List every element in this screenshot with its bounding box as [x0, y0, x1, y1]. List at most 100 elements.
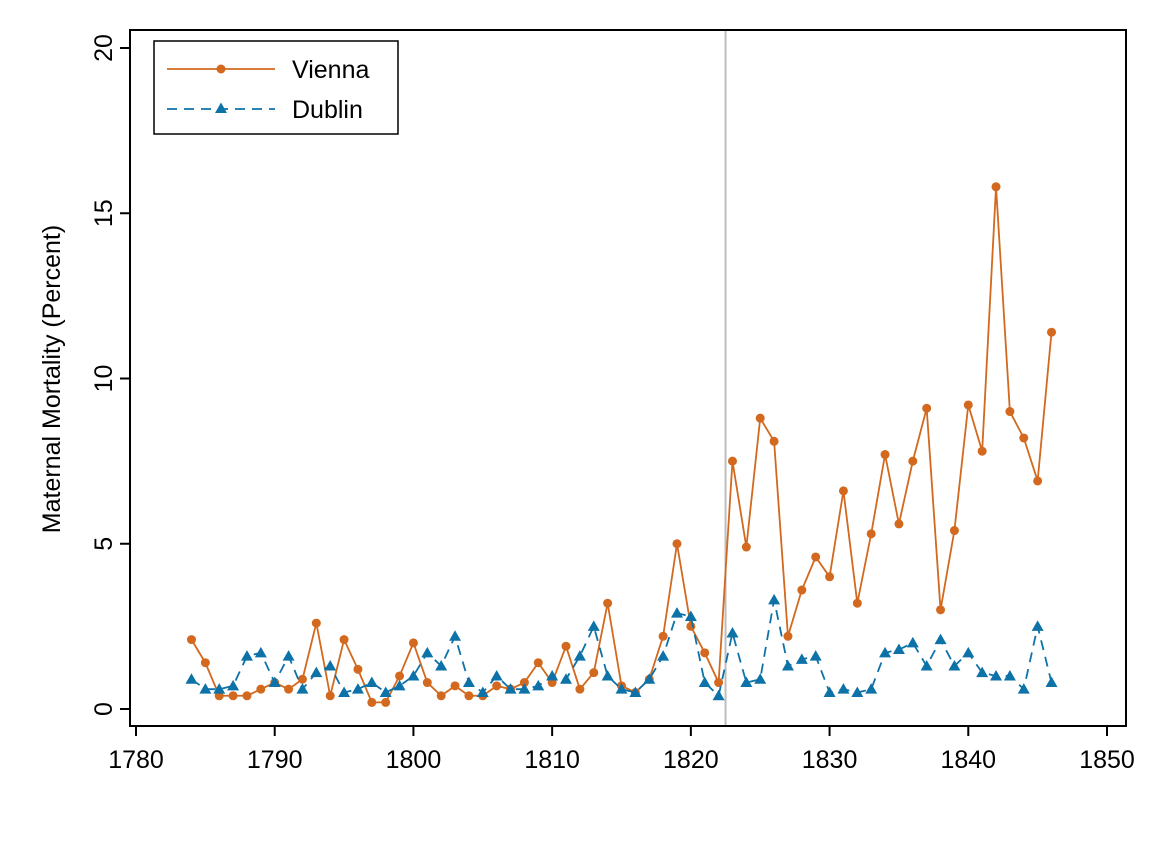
data-point — [574, 650, 586, 661]
data-point — [366, 677, 378, 688]
data-point — [185, 673, 197, 684]
data-point — [255, 647, 267, 658]
data-point — [464, 691, 473, 700]
data-point — [671, 607, 683, 618]
data-point — [352, 683, 364, 694]
data-point — [824, 686, 836, 697]
data-point — [936, 605, 945, 614]
series-vienna — [187, 182, 1056, 707]
data-point — [1019, 433, 1028, 442]
data-point — [449, 630, 461, 641]
data-point — [770, 437, 779, 446]
data-point — [1033, 476, 1042, 485]
data-point — [421, 647, 433, 658]
x-tick-label: 1830 — [802, 746, 858, 774]
data-point — [811, 552, 820, 561]
data-point — [227, 680, 239, 691]
data-point — [395, 671, 404, 680]
data-point — [907, 637, 919, 648]
data-point — [894, 519, 903, 528]
y-tick-label: 20 — [90, 34, 118, 62]
data-point — [589, 668, 598, 677]
data-point — [229, 691, 238, 700]
data-point — [298, 675, 307, 684]
data-point — [839, 486, 848, 495]
data-point — [754, 673, 766, 684]
x-tick-label: 1780 — [108, 746, 164, 774]
x-tick-label: 1850 — [1079, 746, 1135, 774]
x-tick-label: 1790 — [247, 746, 303, 774]
series-dublin — [185, 594, 1057, 700]
legend: Vienna Dublin — [154, 41, 398, 134]
data-point — [1032, 620, 1044, 631]
data-point — [310, 667, 322, 678]
data-point — [284, 685, 293, 694]
data-point — [560, 673, 572, 684]
data-point — [964, 400, 973, 409]
data-point — [491, 670, 503, 681]
y-axis: 0 5 10 15 20 — [90, 34, 130, 716]
data-point — [575, 685, 584, 694]
data-point — [908, 457, 917, 466]
data-point — [312, 619, 321, 628]
legend-label-vienna: Vienna — [292, 56, 369, 84]
data-point — [324, 660, 336, 671]
data-point — [881, 450, 890, 459]
data-point — [1047, 328, 1056, 337]
data-point — [659, 632, 668, 641]
data-point — [423, 678, 432, 687]
data-point — [381, 698, 390, 707]
data-point — [865, 683, 877, 694]
data-point — [867, 529, 876, 538]
y-axis-title: Maternal Mortality (Percent) — [38, 225, 66, 533]
data-point — [283, 650, 295, 661]
data-point — [603, 599, 612, 608]
data-point — [340, 635, 349, 644]
data-point — [742, 543, 751, 552]
data-point — [976, 667, 988, 678]
data-point — [699, 677, 711, 688]
data-point — [407, 670, 419, 681]
y-tick-label: 0 — [90, 702, 118, 716]
data-point — [241, 650, 253, 661]
data-point — [992, 182, 1001, 191]
data-point — [1005, 407, 1014, 416]
x-tick-label: 1840 — [940, 746, 996, 774]
series-layer — [185, 182, 1057, 707]
data-point — [962, 647, 974, 658]
data-point — [1004, 670, 1016, 681]
data-point — [463, 677, 475, 688]
y-tick-label: 5 — [90, 537, 118, 551]
data-point — [326, 691, 335, 700]
data-point — [837, 683, 849, 694]
data-point — [893, 644, 905, 655]
data-point — [726, 627, 738, 638]
data-point — [686, 622, 695, 631]
data-point — [1046, 677, 1058, 688]
data-point — [492, 681, 501, 690]
x-tick-label: 1820 — [663, 746, 719, 774]
data-point — [380, 686, 392, 697]
data-point — [532, 680, 544, 691]
data-point — [367, 698, 376, 707]
data-point — [534, 658, 543, 667]
data-point — [935, 634, 947, 645]
data-point — [700, 648, 709, 657]
y-tick-label: 10 — [90, 365, 118, 393]
data-point — [768, 594, 780, 605]
data-point — [256, 685, 265, 694]
data-point — [825, 572, 834, 581]
x-tick-label: 1800 — [386, 746, 442, 774]
data-point — [728, 457, 737, 466]
data-point — [756, 414, 765, 423]
data-point — [451, 681, 460, 690]
data-point — [782, 660, 794, 671]
data-point — [921, 660, 933, 671]
series-line-vienna — [191, 187, 1051, 703]
data-point — [588, 620, 600, 631]
data-point — [187, 635, 196, 644]
legend-marker-vienna — [217, 65, 226, 74]
data-point — [602, 670, 614, 681]
data-point — [714, 678, 723, 687]
x-axis: 1780 1790 1800 1810 1820 1830 1840 1850 — [108, 726, 1135, 774]
